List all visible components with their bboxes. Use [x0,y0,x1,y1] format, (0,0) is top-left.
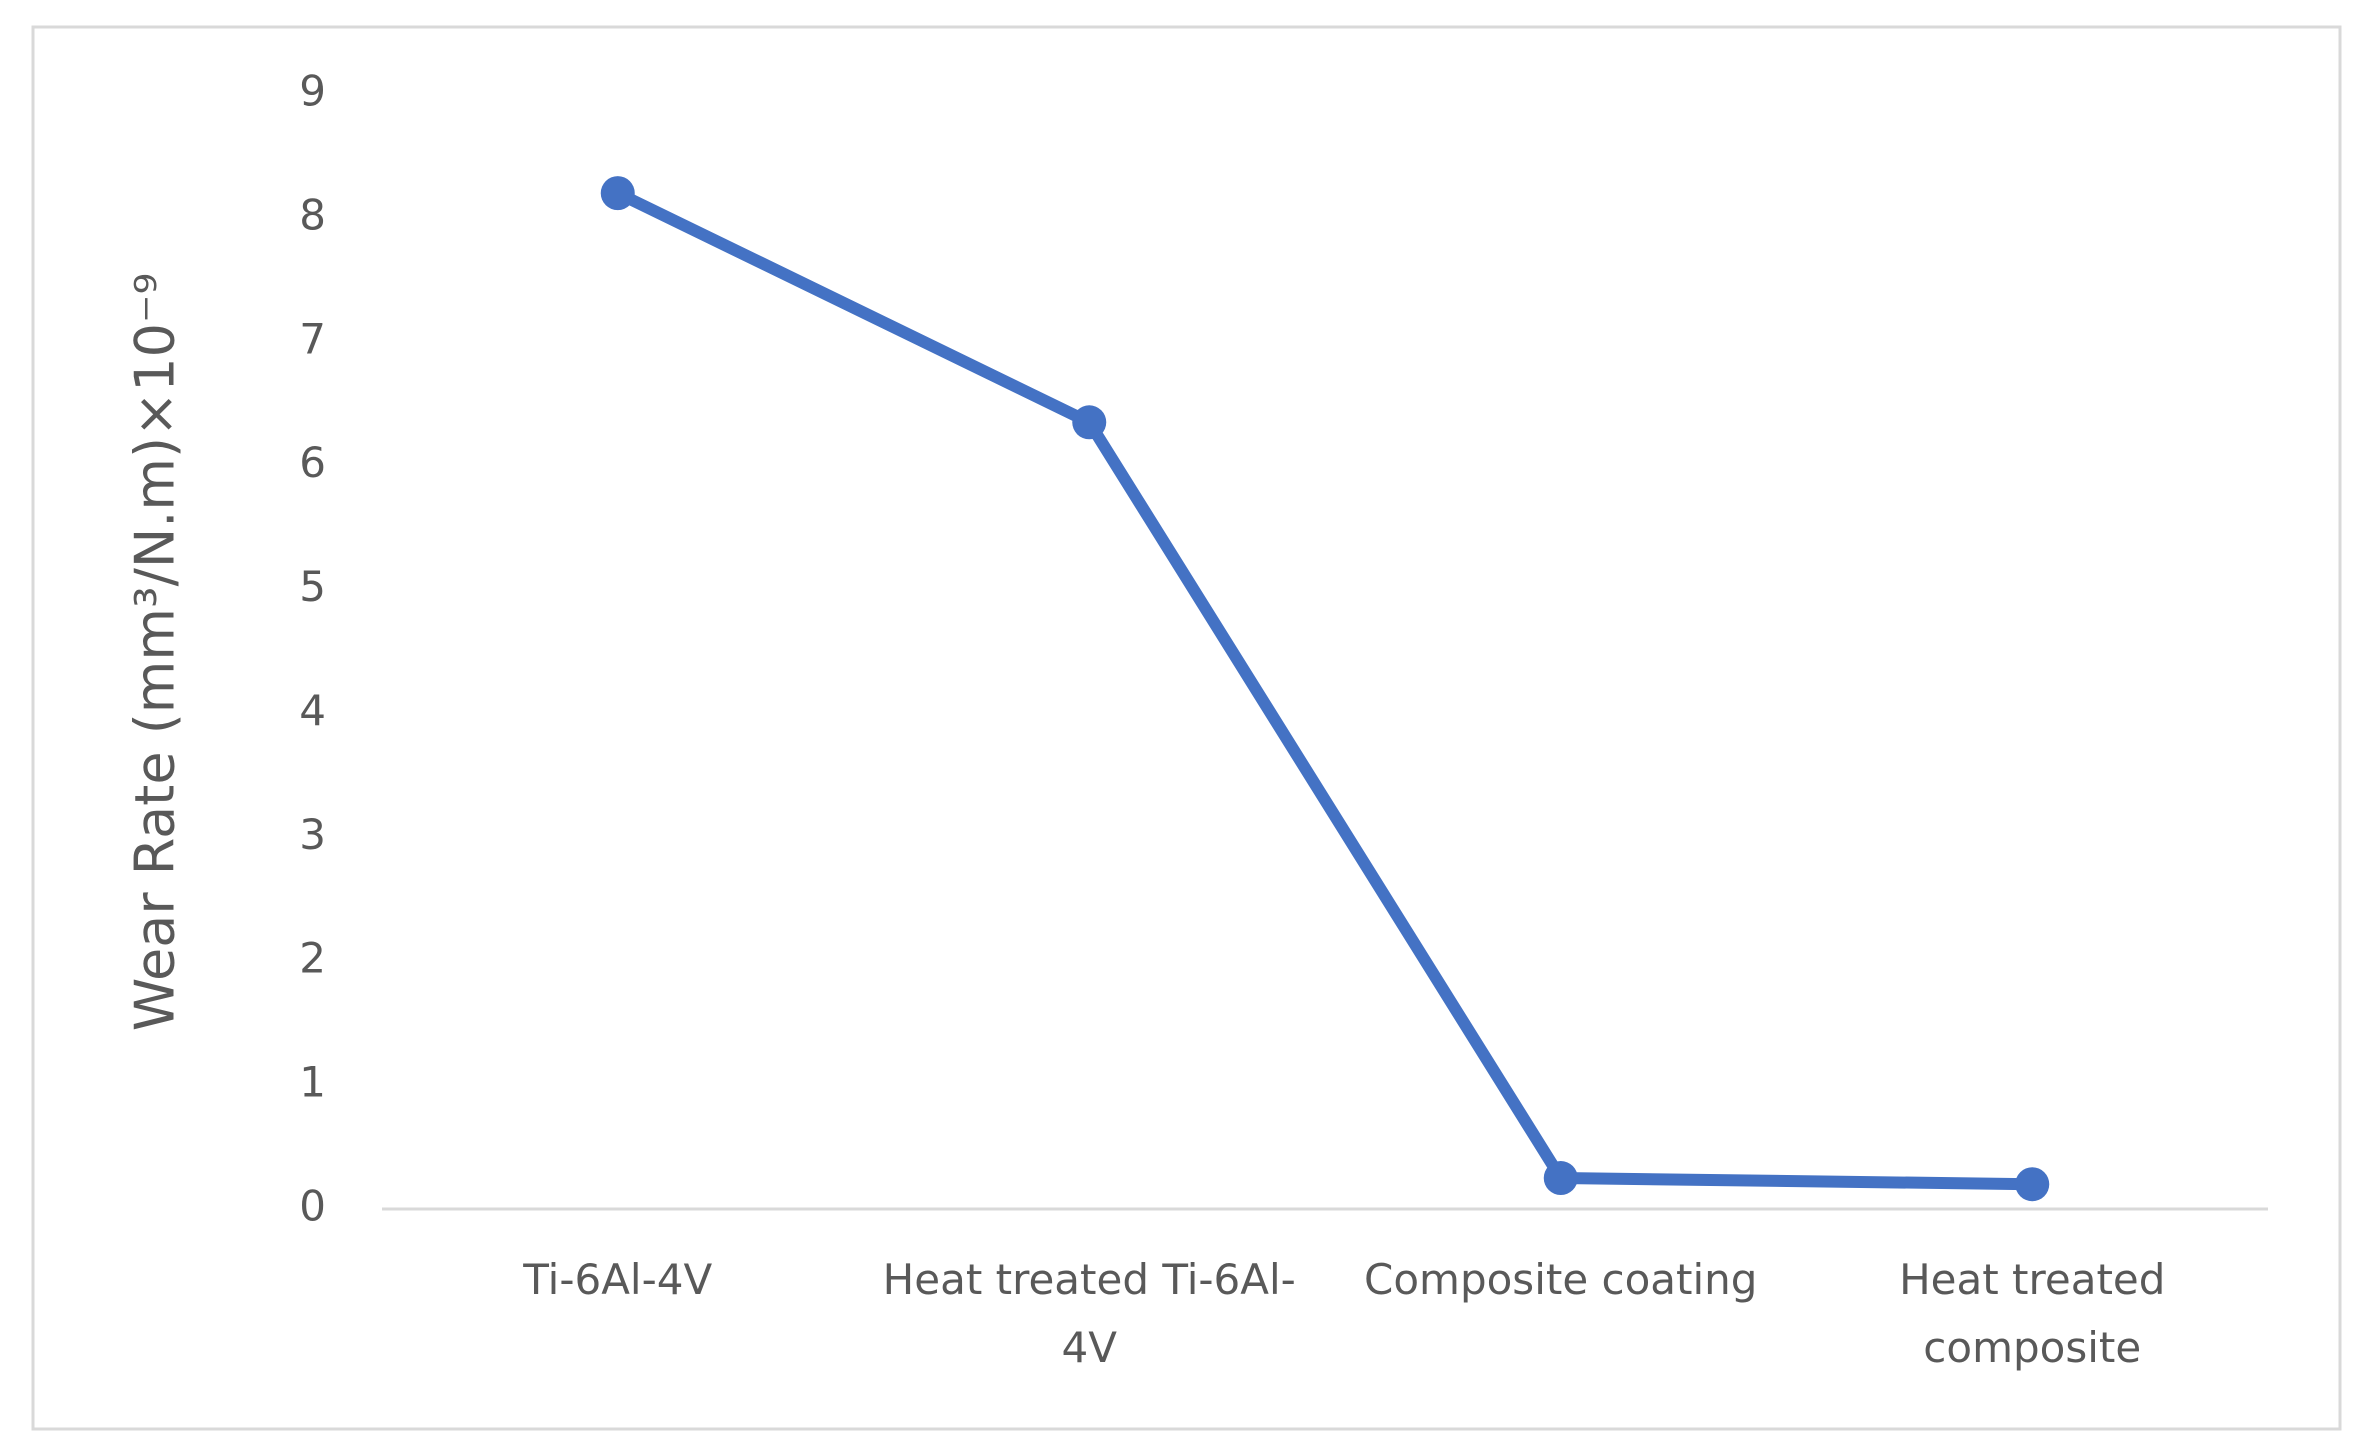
y-tick-label: 5 [299,562,326,611]
y-axis-title: Wear Rate (mm³/N.m)×10⁻⁹ [124,273,187,1031]
y-tick-label: 0 [299,1182,326,1231]
data-point [1072,405,1107,440]
x-tick-label: Heat treated composite [1899,1255,2165,1372]
data-point [2015,1167,2050,1202]
x-tick-label: Ti-6Al-4V [522,1255,712,1304]
y-tick-label: 2 [299,934,326,983]
x-tick-label-line: Composite coating [1364,1255,1757,1304]
y-tick-label: 7 [299,314,326,363]
x-tick-label: Heat treated Ti-6Al- 4V [883,1255,1296,1372]
x-tick-label-line: Heat treated [1899,1255,2165,1304]
y-tick-label: 4 [299,686,326,735]
y-tick-label: 8 [299,190,326,239]
y-tick-label: 1 [299,1058,326,1107]
data-point [600,176,635,211]
x-tick-label-line: composite [1923,1323,2141,1372]
y-tick-label: 9 [299,67,326,116]
chart-border [31,25,2342,1431]
y-tick-label: 6 [299,438,326,487]
y-tick-label: 3 [299,810,326,859]
x-tick-label-line: Heat treated Ti-6Al- [883,1255,1296,1304]
data-point [1543,1161,1578,1196]
x-tick-label: Composite coating [1364,1255,1757,1304]
x-tick-label-line: Ti-6Al-4V [522,1255,712,1304]
x-tick-label-line: 4V [1062,1323,1118,1372]
series-line [615,187,2033,1191]
